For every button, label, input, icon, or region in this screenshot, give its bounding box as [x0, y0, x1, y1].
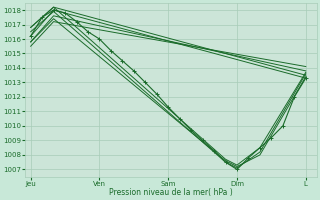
X-axis label: Pression niveau de la mer( hPa ): Pression niveau de la mer( hPa ) [109, 188, 233, 197]
